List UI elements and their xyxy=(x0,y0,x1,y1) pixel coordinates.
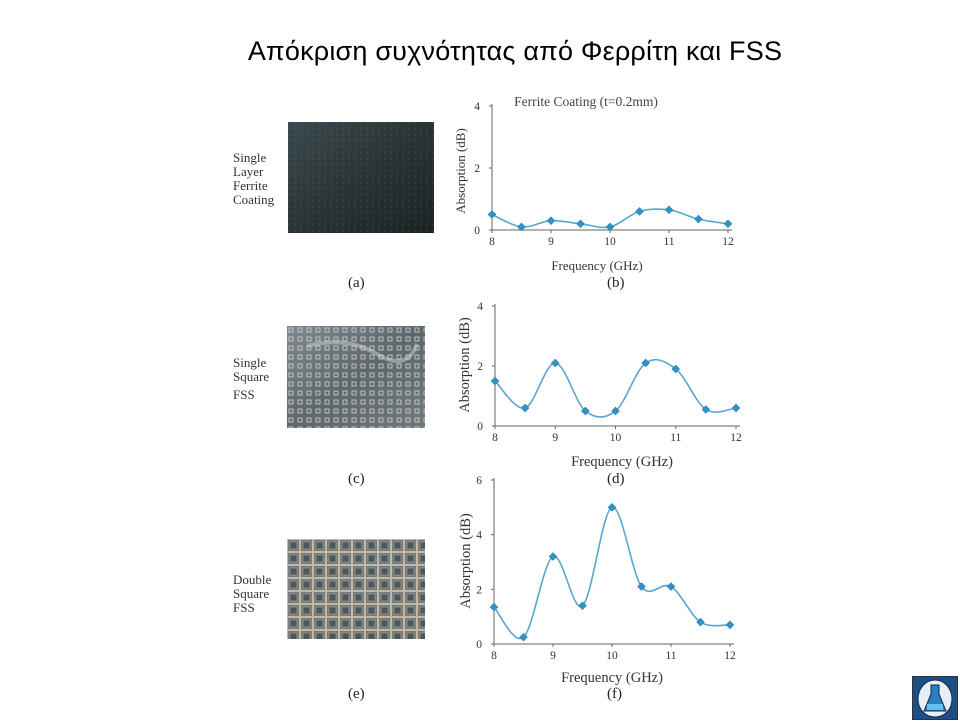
x-tick-label: 10 xyxy=(606,650,618,662)
absorption-chart-b: 8 9 10 11 12 0 2 4 Ferrite Coating (t=0.2mm) Fr… xyxy=(453,94,734,273)
x-tick-label: 9 xyxy=(550,650,556,662)
data-point-marker xyxy=(520,403,530,413)
row-label-line: Square xyxy=(233,586,270,601)
x-tick-label: 10 xyxy=(610,432,622,444)
row-label-line: Coating xyxy=(233,192,275,207)
chart-title: Ferrite Coating (t=0.2mm) xyxy=(514,94,658,109)
y-tick-label: 4 xyxy=(474,101,480,113)
data-point-marker xyxy=(546,216,556,226)
x-tick-label: 12 xyxy=(724,650,736,662)
data-point-marker xyxy=(605,222,615,232)
x-tick-label: 12 xyxy=(722,236,734,248)
y-tick-label: 0 xyxy=(476,639,482,651)
x-tick-label: 11 xyxy=(665,650,676,662)
data-point-marker xyxy=(637,582,646,591)
x-tick-label: 10 xyxy=(604,236,616,248)
x-tick-label: 8 xyxy=(492,432,498,444)
data-point-marker xyxy=(550,358,560,368)
caption-b: (b) xyxy=(607,275,625,291)
x-tick-label: 11 xyxy=(670,432,681,444)
x-axis-label: Frequency (GHz) xyxy=(551,258,642,273)
x-axis-label: Frequency (GHz) xyxy=(561,670,663,686)
y-tick-label: 6 xyxy=(476,475,482,487)
data-point-marker xyxy=(694,214,703,224)
absorption-chart-d: 8 9 10 11 12 0 2 4 Frequency (GHz) Absorption (… xyxy=(457,301,742,470)
data-point-marker xyxy=(576,219,585,229)
series-line xyxy=(493,506,731,640)
absorption-chart-f: 8 9 10 11 12 0 2 4 6 Frequency (GHz) Absorption … xyxy=(458,475,736,686)
x-tick-label: 8 xyxy=(491,650,497,662)
y-tick-label: 2 xyxy=(474,163,480,175)
caption-c: (c) xyxy=(348,471,365,487)
data-point-marker xyxy=(487,210,497,219)
data-point-marker xyxy=(723,219,733,229)
data-point-marker xyxy=(666,582,676,591)
data-point-marker xyxy=(701,405,711,414)
x-tick-label: 8 xyxy=(489,236,495,248)
row-label-line: Ferrite xyxy=(233,178,268,193)
row-label-line: Single xyxy=(233,150,267,165)
data-point-marker xyxy=(517,222,526,232)
data-point-marker xyxy=(607,502,617,512)
caption-f: (f) xyxy=(607,686,622,702)
x-tick-label: 9 xyxy=(552,432,558,444)
y-axis-label: Absorption (dB) xyxy=(453,128,468,214)
row-label-line: FSS xyxy=(233,387,255,402)
y-tick-label: 2 xyxy=(476,584,482,596)
row-label-ferrite: Single Layer Ferrite Coating xyxy=(233,151,274,207)
y-tick-label: 0 xyxy=(477,421,483,433)
single-square-fss-photo xyxy=(287,326,425,428)
slide-title: Απόκριση συχνότητας από Φερρίτη και FSS xyxy=(247,36,783,66)
x-tick-label: 12 xyxy=(730,432,742,444)
y-tick-label: 4 xyxy=(477,301,483,313)
row-label-line: Single xyxy=(233,355,267,370)
figure-panel: Single Layer Ferrite Coating (a) (b xyxy=(212,82,760,720)
row-label-line: Square xyxy=(233,369,270,384)
row-label-line: Layer xyxy=(233,164,264,179)
data-point-marker xyxy=(611,406,620,416)
data-point-marker xyxy=(490,376,500,386)
data-point-marker xyxy=(578,601,587,611)
data-point-marker xyxy=(489,602,499,612)
data-point-marker xyxy=(635,207,644,216)
y-tick-label: 0 xyxy=(474,225,480,237)
flask-logo-icon xyxy=(912,676,958,720)
caption-e: (e) xyxy=(348,686,365,702)
data-point-marker xyxy=(581,406,590,416)
caption-a: (a) xyxy=(348,275,365,291)
row-label-line: FSS xyxy=(233,600,255,615)
data-point-marker xyxy=(641,358,650,368)
ferrite-coating-photo xyxy=(288,122,434,233)
row-label-line: Double xyxy=(233,572,272,587)
row-label-double-fss: Double Square FSS xyxy=(233,573,271,615)
data-point-marker xyxy=(519,632,528,642)
data-point-marker xyxy=(664,205,674,215)
caption-d: (d) xyxy=(607,471,625,487)
x-tick-label: 11 xyxy=(663,236,674,248)
data-point-marker xyxy=(725,620,735,630)
y-axis-label: Absorption (dB) xyxy=(458,513,474,609)
x-tick-label: 9 xyxy=(548,236,554,248)
x-axis-label: Frequency (GHz) xyxy=(571,454,673,470)
data-point-marker xyxy=(671,364,681,374)
data-point-marker xyxy=(548,552,558,561)
y-axis-label: Absorption (dB) xyxy=(457,317,473,413)
data-point-marker xyxy=(731,403,741,413)
double-square-fss-photo xyxy=(287,539,425,639)
y-tick-label: 4 xyxy=(476,530,482,542)
y-tick-label: 2 xyxy=(477,361,483,373)
data-point-marker xyxy=(696,617,705,627)
row-label-single-fss: Single Square FSS xyxy=(233,356,269,402)
